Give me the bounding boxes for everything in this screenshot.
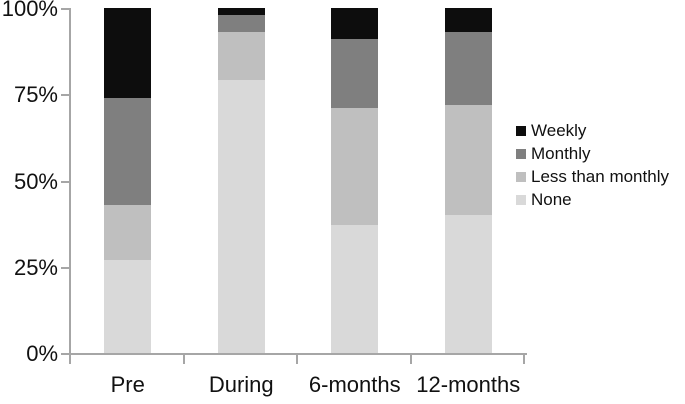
x-axis-label-6-months: 6-months — [308, 372, 401, 397]
bar-segment-6-months-none — [331, 225, 379, 353]
bar-segment-pre-weekly — [104, 8, 152, 98]
legend-label-less-than-monthly: Less than monthly — [531, 166, 669, 186]
legend-label-none: None — [531, 189, 572, 209]
bar-segment-during-weekly — [217, 8, 265, 15]
bar-segment-pre-none — [104, 259, 152, 353]
legend-item-monthly: Monthly — [516, 142, 669, 165]
y-axis-label: 25% — [13, 254, 58, 280]
y-axis-label: 50% — [13, 168, 58, 194]
bar-segment-12-months-monthly — [444, 32, 492, 105]
y-axis-tick — [61, 8, 69, 10]
y-axis-label: 100% — [1, 0, 58, 21]
y-axis-tick — [61, 266, 69, 269]
legend-label-weekly: Weekly — [531, 120, 587, 140]
bar-segment-12-months-weekly — [444, 8, 492, 33]
y-axis-label: 75% — [13, 82, 58, 108]
x-axis-tick — [409, 355, 412, 364]
legend-swatch-none-icon — [516, 194, 526, 205]
y-axis-tick — [61, 180, 69, 183]
legend-swatch-monthly-icon — [516, 148, 526, 159]
legend-item-none: None — [516, 188, 669, 211]
x-axis-label-pre: Pre — [110, 372, 145, 397]
bar-segment-pre-less-than-monthly — [104, 204, 152, 260]
bar-segment-during-none — [217, 80, 265, 353]
x-axis-tick — [69, 355, 71, 364]
legend-swatch-less-than-monthly-icon — [516, 171, 526, 182]
y-axis-tick — [61, 94, 69, 97]
y-axis-line — [69, 8, 71, 355]
x-axis-tick — [523, 355, 525, 364]
legend-swatch-weekly-icon — [516, 125, 526, 136]
x-axis-tick — [296, 355, 298, 364]
bar-segment-6-months-monthly — [331, 39, 379, 109]
y-axis-tick — [61, 353, 69, 355]
bar-segment-12-months-none — [444, 215, 492, 353]
y-axis-label: 0% — [26, 341, 58, 366]
x-axis-line — [69, 353, 527, 355]
bar-segment-during-less-than-monthly — [217, 32, 265, 81]
bar-segment-6-months-weekly — [331, 8, 379, 40]
legend-item-less-than-monthly: Less than monthly — [516, 165, 669, 188]
bar-segment-pre-monthly — [104, 97, 152, 205]
x-axis-tick — [182, 355, 185, 364]
x-axis-label-during: During — [208, 372, 274, 397]
chart-legend: Weekly Monthly Less than monthly None — [516, 119, 669, 211]
legend-item-weekly: Weekly — [516, 119, 669, 142]
bar-segment-6-months-less-than-monthly — [331, 108, 379, 226]
bar-segment-12-months-less-than-monthly — [444, 104, 492, 215]
x-axis-label-12-months: 12-months — [416, 372, 521, 397]
bar-segment-during-monthly — [217, 14, 265, 33]
legend-label-monthly: Monthly — [531, 143, 591, 163]
